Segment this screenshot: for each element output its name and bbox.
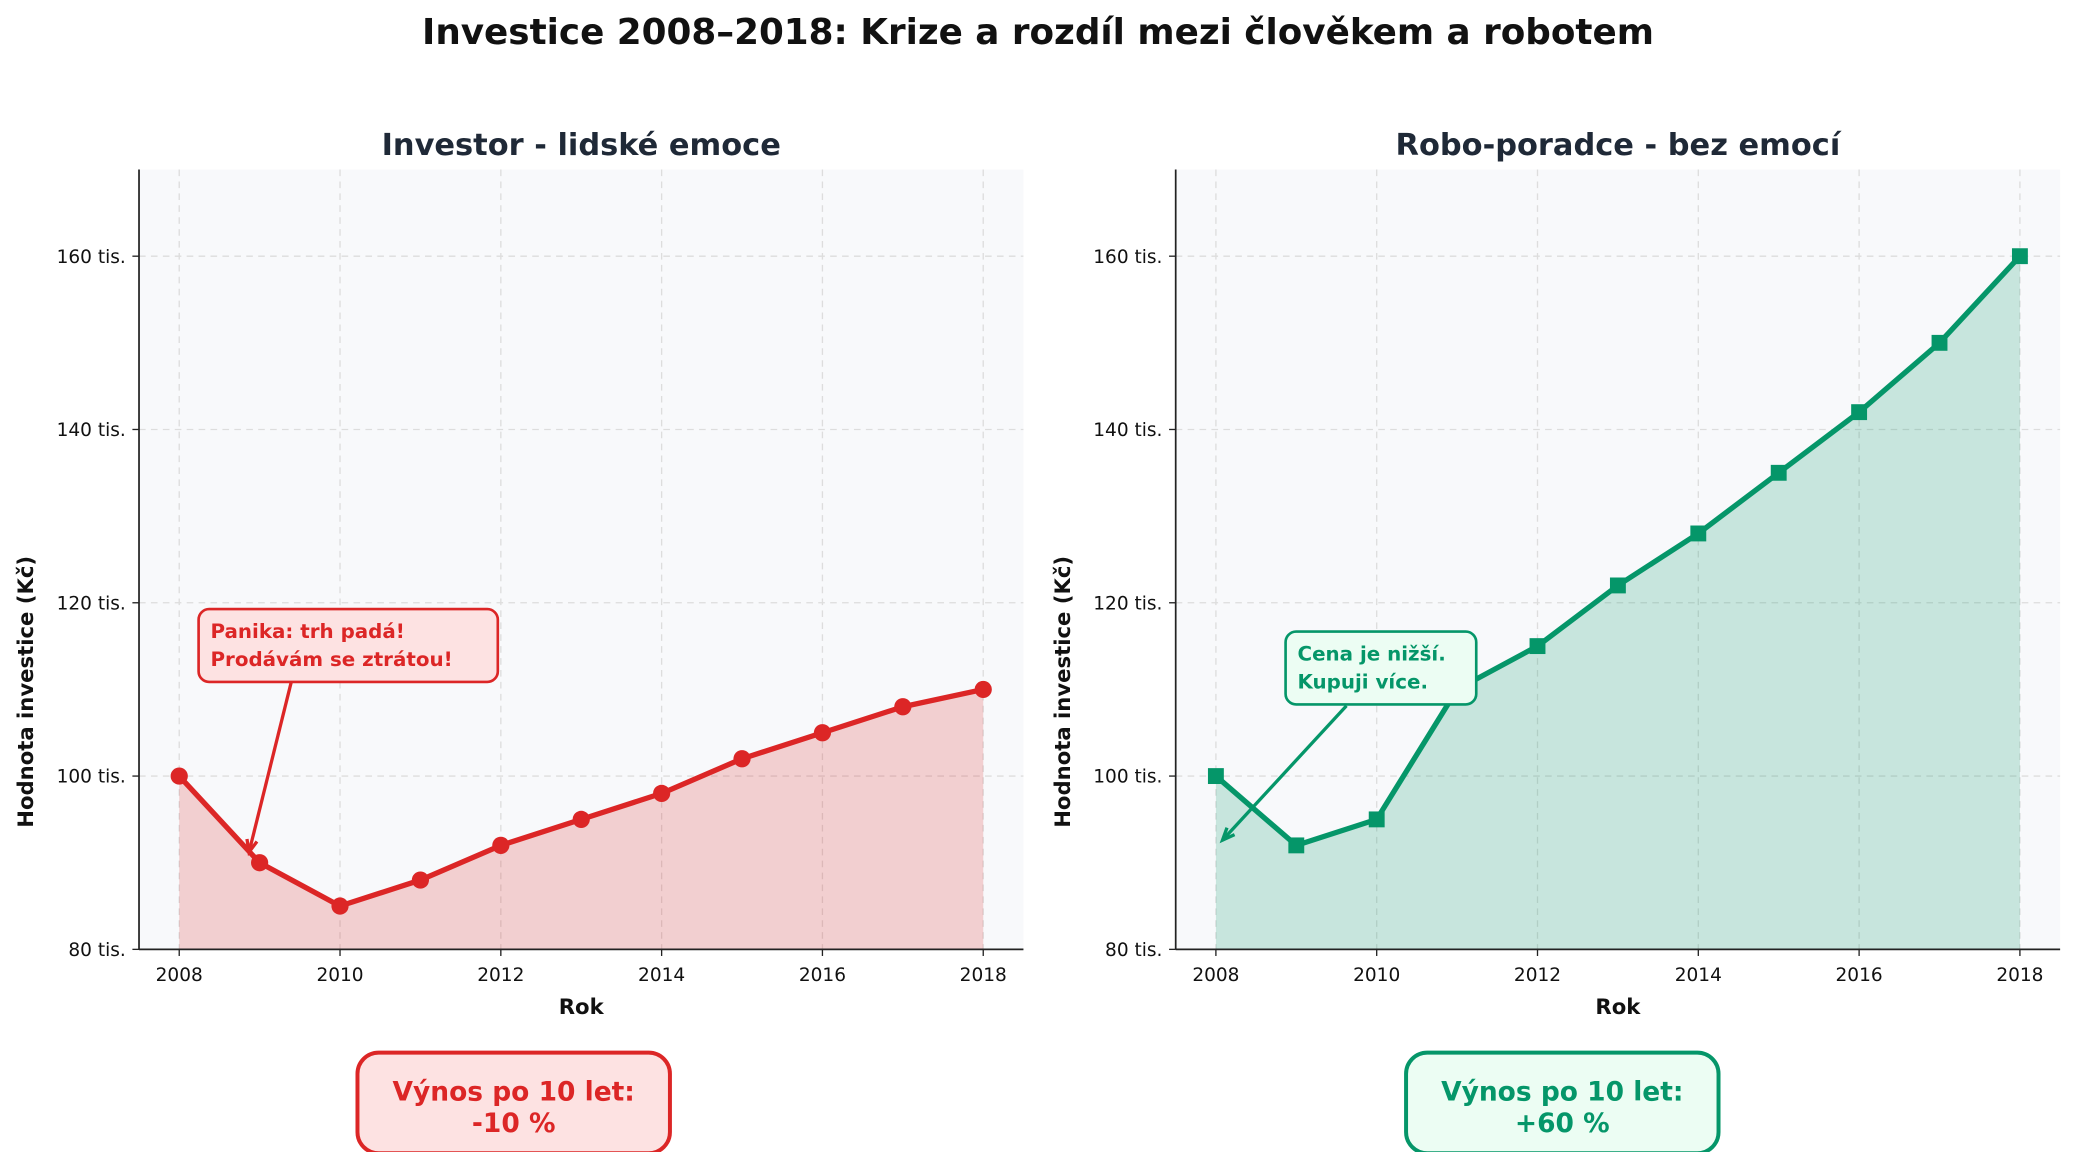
data-point bbox=[1609, 577, 1626, 594]
data-point bbox=[1368, 811, 1385, 828]
y-axis-label: Hodnota investice (Kč) bbox=[13, 556, 38, 828]
data-point bbox=[170, 767, 188, 785]
result-text: -10 % bbox=[472, 1108, 556, 1139]
x-tick-label: 2016 bbox=[1836, 965, 1883, 986]
annotation-box bbox=[1284, 630, 1478, 706]
x-axis-label: Rok bbox=[559, 994, 605, 1019]
area-fill bbox=[1215, 256, 2020, 950]
annotation-text: Prodávám se ztrátou! bbox=[211, 648, 453, 671]
x-tick-label: 2012 bbox=[1514, 965, 1561, 986]
data-point bbox=[331, 897, 349, 915]
x-tick-label: 2014 bbox=[1675, 965, 1722, 986]
data-point bbox=[894, 698, 912, 716]
data-point bbox=[1529, 638, 1546, 655]
x-axis-label: Rok bbox=[1595, 994, 1641, 1019]
panel-human-investor: 2008 2010 2012 2014 2016 2018 80 tis. 100 tis. 1… bbox=[13, 128, 1024, 1152]
y-tick-label: 100 tis. bbox=[1093, 767, 1162, 788]
y-tick-label: 80 tis. bbox=[1105, 940, 1162, 961]
data-point bbox=[1931, 334, 1948, 351]
data-point bbox=[572, 810, 590, 828]
arrow-head-icon bbox=[1219, 827, 1236, 844]
result-text: Výnos po 10 let: bbox=[393, 1076, 635, 1107]
x-tick-label: 2014 bbox=[638, 965, 685, 986]
y-tick-label: 100 tis. bbox=[57, 767, 126, 788]
data-point bbox=[1207, 768, 1224, 785]
data-point bbox=[1851, 404, 1868, 421]
y-tick-label: 80 tis. bbox=[68, 940, 125, 961]
data-point bbox=[1690, 525, 1707, 542]
annotation-text: Panika: trh padá! bbox=[211, 620, 405, 643]
annotation-arrow bbox=[1221, 704, 1348, 842]
data-point bbox=[1770, 464, 1787, 481]
arrow-head-icon bbox=[245, 838, 259, 857]
data-point bbox=[813, 724, 832, 742]
x-tick-label: 2010 bbox=[1353, 965, 1400, 986]
annotation-text: Cena je nižší. bbox=[1297, 643, 1445, 666]
data-point bbox=[2011, 248, 2028, 265]
x-tick-label: 2018 bbox=[1996, 965, 2043, 986]
x-tick-label: 2008 bbox=[156, 965, 203, 986]
data-point bbox=[974, 680, 992, 699]
result-box bbox=[355, 1050, 672, 1152]
x-tick-label: 2018 bbox=[960, 965, 1007, 986]
result-text: Výnos po 10 let: bbox=[1441, 1076, 1683, 1107]
x-tick-label: 2008 bbox=[1192, 965, 1239, 986]
figure-title: Investice 2008–2018: Krize a rozdíl mezi… bbox=[422, 12, 1654, 53]
y-tick-label: 120 tis. bbox=[57, 593, 126, 614]
y-tick-label: 140 tis. bbox=[1093, 420, 1162, 441]
annotation-arrow bbox=[247, 681, 293, 853]
data-point bbox=[492, 836, 510, 854]
data-point bbox=[251, 854, 269, 872]
x-tick-label: 2012 bbox=[477, 965, 524, 986]
panel-title: Investor - lidské emoce bbox=[382, 128, 781, 163]
data-point bbox=[411, 871, 430, 889]
x-tick-label: 2016 bbox=[799, 965, 846, 986]
y-tick-label: 160 tis. bbox=[57, 247, 126, 268]
panel-robo-advisor: 2008 2010 2012 2014 2016 2018 80 tis. 100 tis. 1… bbox=[1050, 128, 2061, 1152]
y-tick-label: 160 tis. bbox=[1093, 247, 1162, 268]
annotation-text: Kupuji více. bbox=[1297, 671, 1428, 694]
y-axis-label: Hodnota investice (Kč) bbox=[1050, 556, 1075, 828]
data-point bbox=[1288, 837, 1305, 854]
data-point bbox=[733, 750, 751, 768]
y-tick-label: 120 tis. bbox=[1093, 593, 1162, 614]
plot-area bbox=[1175, 169, 2061, 950]
panel-title: Robo-poradce - bez emocí bbox=[1396, 128, 1842, 163]
result-text: +60 % bbox=[1515, 1108, 1610, 1139]
x-tick-label: 2010 bbox=[316, 965, 363, 986]
result-box bbox=[1404, 1050, 1721, 1152]
y-tick-label: 140 tis. bbox=[57, 420, 126, 441]
annotation-box bbox=[197, 607, 500, 684]
data-point bbox=[653, 784, 671, 803]
